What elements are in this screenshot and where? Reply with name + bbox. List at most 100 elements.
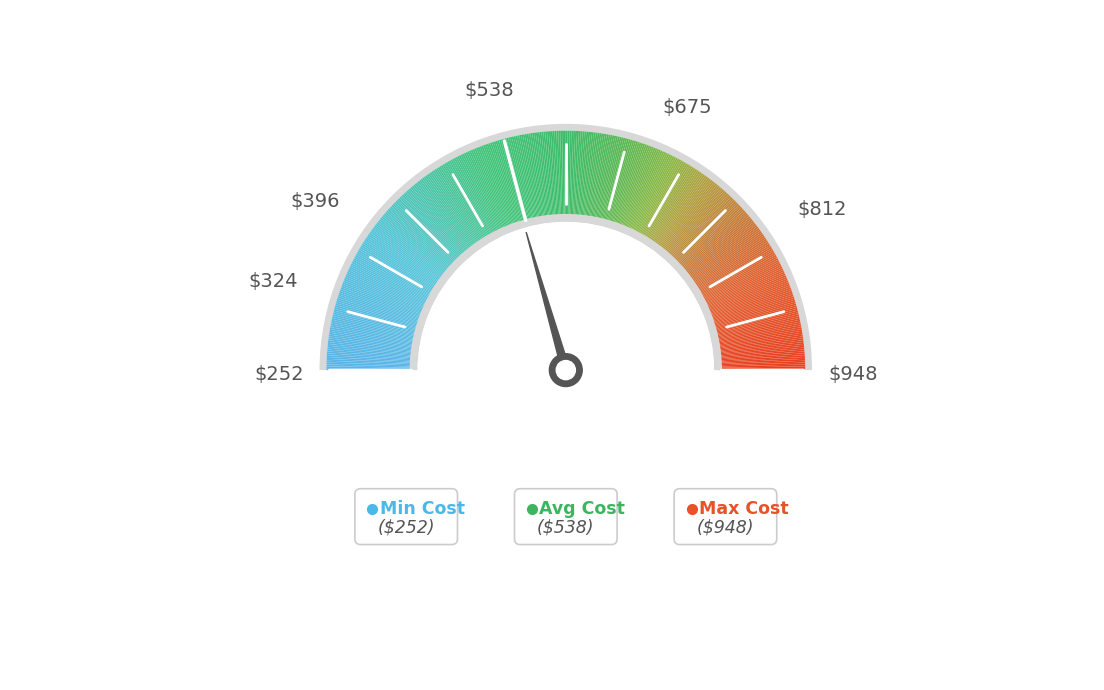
Wedge shape [644, 164, 689, 239]
Wedge shape [628, 152, 666, 231]
Wedge shape [363, 240, 437, 288]
Wedge shape [469, 150, 506, 230]
Wedge shape [467, 151, 505, 231]
Wedge shape [709, 286, 790, 317]
Wedge shape [337, 298, 421, 325]
Wedge shape [652, 173, 703, 245]
Wedge shape [327, 351, 414, 359]
Wedge shape [640, 161, 684, 237]
Wedge shape [700, 257, 777, 299]
Wedge shape [597, 136, 616, 221]
Wedge shape [352, 259, 431, 301]
Wedge shape [482, 145, 514, 227]
Wedge shape [513, 136, 533, 221]
Wedge shape [319, 124, 813, 370]
Wedge shape [331, 318, 416, 338]
Wedge shape [665, 187, 721, 254]
Wedge shape [700, 255, 776, 297]
Wedge shape [719, 357, 805, 363]
Wedge shape [647, 167, 694, 241]
Wedge shape [364, 239, 438, 287]
Text: $948: $948 [828, 365, 878, 384]
Wedge shape [508, 137, 530, 222]
Wedge shape [572, 131, 577, 217]
Wedge shape [372, 228, 443, 280]
Wedge shape [362, 244, 436, 290]
Wedge shape [711, 295, 794, 323]
Wedge shape [393, 204, 456, 265]
Wedge shape [367, 235, 439, 285]
Text: ($948): ($948) [697, 518, 754, 536]
Wedge shape [373, 226, 444, 279]
Polygon shape [527, 232, 570, 371]
Wedge shape [329, 333, 415, 347]
Wedge shape [335, 305, 418, 330]
Wedge shape [687, 224, 756, 277]
Wedge shape [694, 241, 769, 289]
Wedge shape [397, 198, 459, 262]
Wedge shape [374, 225, 444, 278]
Wedge shape [614, 143, 644, 226]
Wedge shape [678, 208, 743, 267]
Wedge shape [609, 141, 636, 224]
Text: Avg Cost: Avg Cost [540, 500, 625, 518]
Wedge shape [459, 155, 499, 233]
Wedge shape [327, 361, 413, 365]
Wedge shape [538, 132, 549, 219]
Wedge shape [437, 167, 485, 241]
Wedge shape [327, 355, 413, 362]
Wedge shape [578, 132, 588, 218]
Wedge shape [330, 324, 416, 342]
Wedge shape [716, 331, 803, 346]
Wedge shape [719, 368, 805, 370]
Wedge shape [660, 182, 715, 251]
Wedge shape [689, 229, 761, 282]
Wedge shape [416, 182, 471, 251]
Wedge shape [365, 237, 438, 286]
Wedge shape [420, 180, 474, 249]
Wedge shape [595, 135, 614, 221]
Wedge shape [627, 151, 665, 231]
Wedge shape [412, 186, 468, 253]
Wedge shape [336, 302, 420, 328]
Wedge shape [447, 161, 491, 237]
Wedge shape [649, 170, 699, 243]
Wedge shape [529, 133, 543, 219]
Wedge shape [718, 346, 804, 356]
Wedge shape [342, 282, 424, 315]
Wedge shape [327, 366, 413, 369]
Wedge shape [331, 319, 416, 339]
Wedge shape [576, 131, 585, 218]
Wedge shape [570, 130, 573, 217]
Wedge shape [340, 287, 423, 318]
Wedge shape [371, 229, 443, 282]
Wedge shape [702, 263, 781, 303]
Wedge shape [446, 162, 490, 238]
Wedge shape [436, 168, 484, 241]
Wedge shape [411, 187, 467, 254]
Wedge shape [560, 130, 563, 217]
Wedge shape [592, 135, 608, 220]
Wedge shape [491, 142, 520, 225]
Wedge shape [344, 277, 425, 312]
Wedge shape [684, 219, 753, 275]
Wedge shape [473, 149, 508, 230]
Wedge shape [507, 138, 529, 222]
Wedge shape [676, 204, 739, 265]
Wedge shape [671, 197, 732, 260]
Wedge shape [339, 290, 422, 321]
Wedge shape [518, 135, 537, 221]
Wedge shape [400, 197, 460, 260]
Wedge shape [594, 135, 613, 220]
Wedge shape [705, 273, 786, 309]
Text: $396: $396 [290, 193, 340, 211]
Wedge shape [603, 138, 625, 222]
Wedge shape [355, 255, 432, 297]
Wedge shape [704, 268, 783, 306]
Wedge shape [716, 329, 802, 345]
Wedge shape [343, 279, 425, 313]
Wedge shape [601, 137, 622, 221]
Wedge shape [569, 130, 572, 217]
Wedge shape [343, 280, 424, 314]
Wedge shape [350, 265, 428, 304]
